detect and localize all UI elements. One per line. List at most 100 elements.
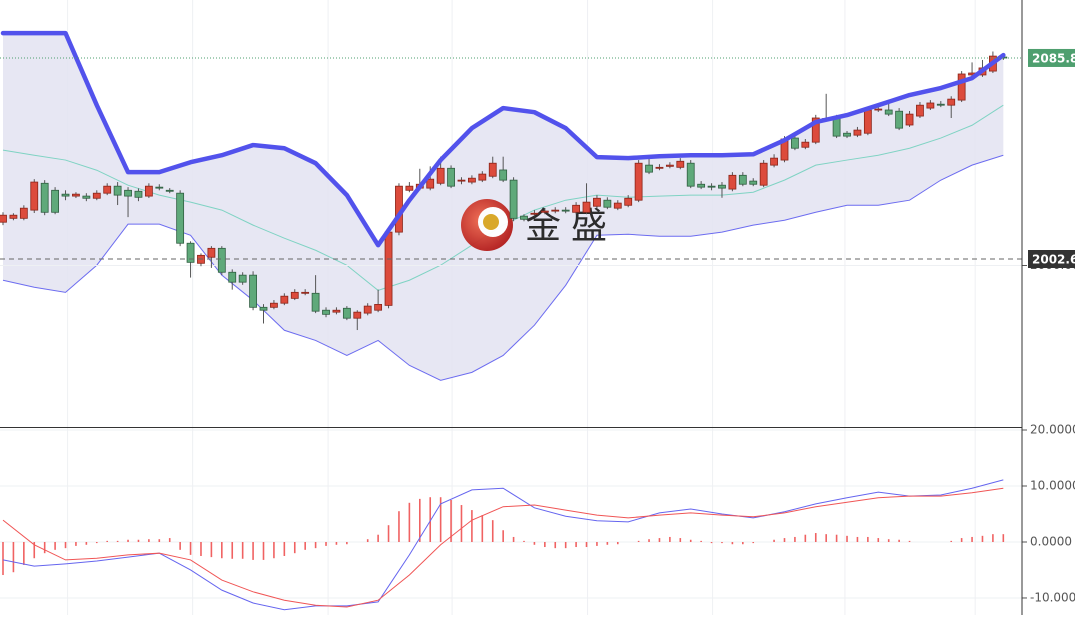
y-tick-label: 0.0000 bbox=[1030, 534, 1072, 548]
candle-body bbox=[405, 185, 414, 191]
candle-body bbox=[676, 160, 685, 168]
macd-line bbox=[2, 479, 1004, 611]
candle-body bbox=[113, 185, 122, 196]
candle-body bbox=[19, 207, 28, 219]
candle-body bbox=[82, 195, 91, 199]
y-tick-label: -10.0000 bbox=[1030, 590, 1075, 604]
candle-body bbox=[916, 104, 924, 117]
candle-body bbox=[353, 311, 362, 319]
candle-body bbox=[509, 179, 518, 219]
candle-body bbox=[540, 210, 549, 213]
candle-body bbox=[895, 110, 904, 129]
candle-body bbox=[926, 102, 935, 109]
candle-body bbox=[634, 162, 643, 201]
candle-body bbox=[791, 137, 799, 149]
candle-body bbox=[217, 247, 226, 273]
candle-body bbox=[697, 183, 706, 188]
candle-body bbox=[322, 309, 330, 315]
candle-body bbox=[144, 185, 153, 197]
candle-body bbox=[593, 197, 601, 207]
candle-body bbox=[155, 186, 164, 189]
candle-body bbox=[228, 271, 237, 283]
y-tick-label: 20.0000 bbox=[1030, 423, 1075, 437]
candle-body bbox=[551, 209, 560, 212]
candle-body bbox=[884, 109, 893, 115]
candle-body bbox=[40, 182, 49, 213]
candle-body bbox=[238, 274, 247, 283]
candle-body bbox=[290, 291, 299, 299]
y-tick-label: 10.0000 bbox=[1030, 479, 1075, 493]
background-layer bbox=[0, 0, 1022, 615]
candle-body bbox=[770, 157, 778, 166]
candle-body bbox=[51, 189, 59, 213]
candle-body bbox=[488, 162, 497, 177]
watermark-text: 金盛 bbox=[525, 206, 617, 247]
candle-body bbox=[905, 113, 914, 126]
candle-body bbox=[436, 167, 445, 184]
candle-body bbox=[363, 305, 372, 314]
candle-body bbox=[259, 306, 268, 311]
candle-body bbox=[707, 185, 716, 188]
candle-body bbox=[30, 181, 39, 211]
candle-body bbox=[603, 199, 612, 208]
logo-core bbox=[483, 214, 499, 230]
candle-body bbox=[301, 291, 310, 294]
candle-body bbox=[957, 73, 966, 101]
candle-body bbox=[72, 193, 80, 197]
candle-body bbox=[936, 103, 945, 106]
candle-body bbox=[645, 164, 653, 173]
candle-body bbox=[832, 117, 841, 137]
price-badge-label: 2002.68 bbox=[1032, 253, 1075, 267]
candle-body bbox=[270, 302, 278, 308]
candle-body bbox=[811, 117, 820, 143]
candle-body bbox=[582, 201, 591, 213]
candle-body bbox=[843, 132, 851, 137]
candle-body bbox=[853, 129, 862, 136]
candle-body bbox=[613, 202, 622, 209]
price-badge bbox=[1028, 48, 1075, 67]
candle-body bbox=[134, 190, 143, 198]
candle-body bbox=[718, 184, 726, 189]
candle-body bbox=[457, 179, 466, 182]
candle-body bbox=[384, 231, 393, 306]
macd-line bbox=[2, 487, 1004, 608]
candle-body bbox=[520, 215, 528, 220]
band-lower bbox=[2, 154, 1004, 381]
candle-body bbox=[530, 212, 539, 215]
candle-body bbox=[499, 169, 508, 181]
watermark: 金盛 bbox=[461, 199, 617, 251]
candle-body bbox=[624, 197, 633, 206]
candle-body bbox=[103, 185, 112, 194]
candle-body bbox=[426, 178, 435, 189]
price-badge bbox=[1028, 250, 1075, 269]
candle-body bbox=[759, 162, 768, 186]
candle-body bbox=[561, 209, 570, 212]
candle-body bbox=[374, 304, 383, 311]
band-upper bbox=[0, 30, 1006, 248]
candle-body bbox=[186, 242, 195, 263]
candle-body bbox=[728, 174, 737, 190]
candle-body bbox=[249, 274, 257, 308]
candle-body bbox=[176, 192, 185, 244]
candle-body bbox=[92, 192, 101, 199]
candle-body bbox=[655, 166, 664, 169]
candle-body bbox=[478, 173, 487, 181]
candle-body bbox=[207, 247, 216, 258]
candle-body bbox=[686, 162, 695, 187]
candle-body bbox=[749, 180, 758, 185]
candle-body bbox=[342, 307, 351, 319]
candle-body bbox=[61, 193, 70, 197]
candle-body bbox=[0, 214, 7, 223]
candle-body bbox=[863, 109, 872, 134]
candle-body bbox=[447, 167, 455, 187]
candle-body bbox=[947, 98, 956, 106]
candle-body bbox=[165, 189, 174, 192]
candle-body bbox=[801, 141, 810, 148]
candle-body bbox=[874, 108, 883, 111]
candle-body bbox=[665, 164, 674, 167]
candle-body bbox=[467, 177, 476, 183]
candle-body bbox=[332, 309, 341, 313]
